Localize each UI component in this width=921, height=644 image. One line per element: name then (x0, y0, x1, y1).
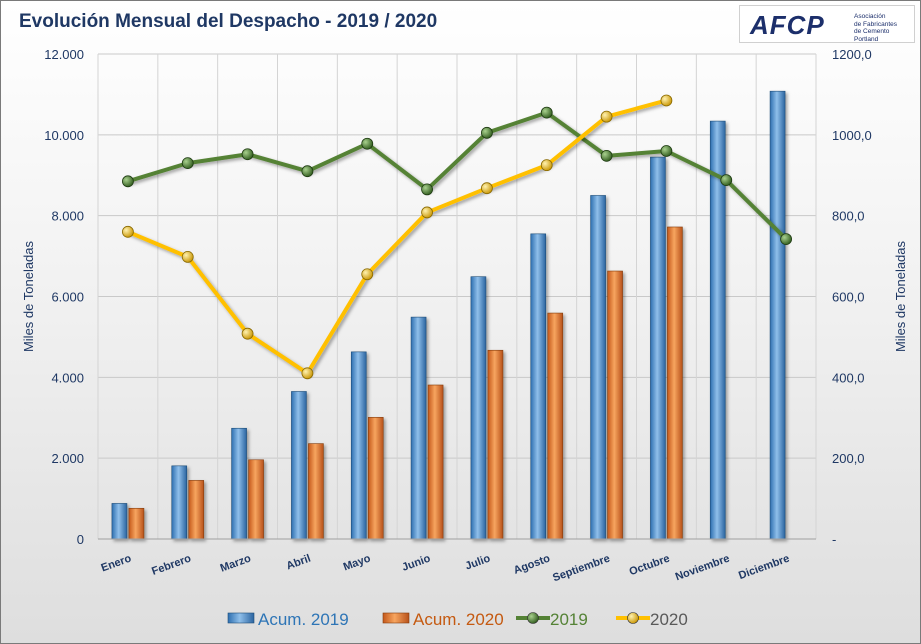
point-2019 (361, 137, 374, 150)
point-2019 (780, 233, 792, 246)
bar-acum-2019 (470, 276, 487, 540)
y2-axis-title: Miles de Toneladas (893, 240, 908, 352)
legend-label: Acum. 2020 (413, 610, 504, 629)
gridlines (97, 53, 817, 540)
bar-acum-2019 (291, 391, 307, 540)
bar-acum-2020 (367, 417, 384, 540)
x-tick-label: Febrero (150, 552, 193, 577)
point-2020 (540, 159, 553, 172)
bar-acum-2020 (308, 443, 324, 540)
x-tick-label: Junio (400, 552, 432, 573)
y2-tick-label: - (832, 532, 836, 547)
x-tick-label: Julio (464, 552, 492, 572)
y2-tick-label: 400,0 (832, 370, 865, 385)
point-2020 (600, 110, 613, 123)
point-2020 (181, 250, 194, 263)
point-2019 (720, 174, 733, 187)
point-2019 (181, 157, 194, 170)
x-tick-label: Mayo (342, 552, 373, 573)
legend-swatch-dot (627, 612, 639, 624)
bar-acum-2020 (547, 312, 564, 540)
y2-tick-label: 1200,0 (832, 47, 872, 62)
x-tick-label: Octubre (628, 553, 672, 579)
bar-acum-2019 (111, 503, 128, 540)
x-tick-label: Noviembre (674, 553, 732, 584)
legend-label: 2020 (650, 610, 688, 629)
x-tick-label: Diciembre (737, 553, 791, 582)
bar-acum-2019 (171, 465, 188, 540)
point-2019 (241, 148, 254, 161)
point-2020 (361, 268, 374, 281)
x-tick-label: Abril (285, 553, 313, 573)
afcp-logo: AFCP Asociación de Fabricantes de Cement… (739, 5, 915, 43)
x-tick-label: Agosto (512, 552, 552, 576)
bar-acum-2019 (650, 156, 666, 540)
bar-acum-2019 (530, 233, 547, 540)
logo-line: Portland (854, 35, 879, 43)
y-tick-label: 10.000 (44, 128, 84, 143)
legend-label: 2019 (550, 610, 588, 629)
y-tick-label: 0 (77, 532, 84, 547)
bar-acum-2019 (350, 351, 367, 540)
legend-swatch-bar (382, 612, 410, 624)
y-tick-label: 2.000 (51, 451, 84, 466)
bar-acum-2019 (410, 316, 427, 540)
bar-acum-2019 (231, 427, 247, 540)
logo-line: de Cemento (854, 28, 890, 35)
point-2020 (660, 94, 673, 107)
y-tick-label: 8.000 (51, 209, 84, 224)
point-2019 (660, 145, 673, 157)
logo-text: Asociación de Fabricantes de Cemento Por… (854, 13, 914, 43)
legend-label: Acum. 2019 (258, 610, 349, 629)
point-2019 (481, 126, 493, 139)
point-2020 (421, 206, 433, 219)
y-tick-label: 4.000 (51, 370, 84, 385)
y2-tick-label: 800,0 (832, 209, 865, 224)
bar-acum-2020 (188, 480, 205, 540)
bar-acum-2019 (590, 195, 606, 540)
bar-acum-2020 (248, 459, 264, 540)
y2-tick-label: 1000,0 (832, 128, 872, 143)
y2-tick-label: 600,0 (832, 290, 865, 305)
bar-acum-2020 (607, 270, 623, 540)
point-2019 (600, 149, 613, 162)
y-tick-label: 12.000 (44, 47, 84, 62)
lines (122, 94, 792, 380)
point-2019 (301, 165, 314, 178)
y-tick-label: 6.000 (51, 290, 84, 305)
point-2019 (540, 106, 553, 119)
legend-swatch-dot (527, 612, 539, 624)
x-tick-label: Septiembre (551, 553, 611, 585)
legend-swatch-bar (227, 612, 255, 624)
bar-acum-2020 (128, 507, 145, 540)
bar-acum-2019 (769, 90, 786, 540)
point-2019 (122, 175, 134, 188)
legend: Acum. 2019 Acum. 2020 2019 2020 (227, 610, 688, 629)
y-axis-title: Miles de Toneladas (21, 240, 36, 352)
logo-line: de Fabricantes (854, 20, 897, 28)
chart-title: Evolución Mensual del Despacho - 2019 / … (19, 11, 438, 32)
x-tick-label: Enero (100, 552, 134, 574)
bar-acum-2020 (667, 226, 683, 540)
point-2019 (421, 183, 433, 196)
bar-acum-2020 (427, 384, 444, 540)
point-2020 (122, 225, 134, 238)
logo-line: Asociación (854, 13, 886, 20)
line-2020 (127, 98, 667, 376)
point-2020 (241, 327, 254, 340)
logo-mark: AFCP (750, 10, 825, 40)
bars (111, 90, 786, 540)
point-2020 (301, 367, 314, 380)
point-2020 (481, 182, 493, 195)
line-2019 (127, 110, 788, 241)
y2-tick-label: 200,0 (832, 451, 865, 466)
x-tick-label: Marzo (219, 552, 253, 574)
bar-acum-2020 (487, 349, 504, 540)
